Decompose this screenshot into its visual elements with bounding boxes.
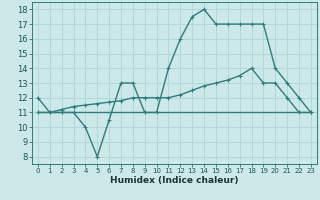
- X-axis label: Humidex (Indice chaleur): Humidex (Indice chaleur): [110, 176, 239, 185]
